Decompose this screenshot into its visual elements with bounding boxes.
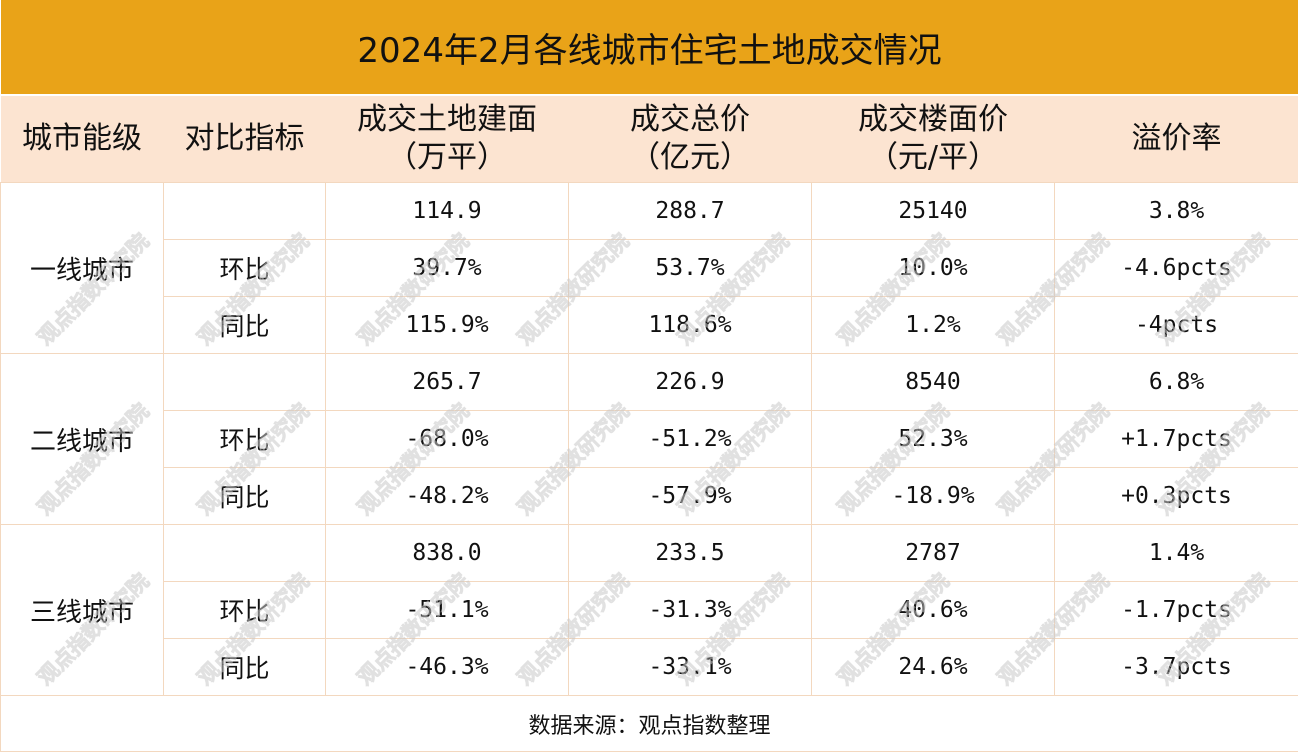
total-cell: 288.7: [568, 182, 812, 240]
table-row: 三线城市 838.0 233.5 2787 1.4%: [0, 524, 1298, 696]
source-row: 数据来源：观点指数整理: [0, 695, 1298, 752]
city-tier-cell: 三线城市: [0, 524, 164, 696]
header-total-line1: 成交总价: [630, 102, 750, 137]
source-note: 数据来源：观点指数整理: [0, 695, 1298, 752]
table-row: 同比 -46.3% -33.1% 24.6% -3.7pcts: [1, 638, 1298, 696]
table-row: 二线城市 265.7 226.9 8540 6.8%: [0, 353, 1298, 525]
city-tier-cell: 一线城市: [0, 182, 164, 354]
metric-cell: [163, 182, 326, 240]
metric-cell: 同比: [163, 467, 326, 525]
premium-cell: +0.3pcts: [1053, 467, 1298, 525]
header-area: 成交土地建面 （万平）: [325, 95, 569, 183]
area-cell: 114.9: [325, 182, 569, 240]
price-cell: 25140: [811, 182, 1055, 240]
header-total: 成交总价 （亿元）: [568, 95, 812, 183]
total-cell: 226.9: [568, 353, 812, 411]
header-metric: 对比指标: [163, 95, 326, 183]
price-cell: 24.6%: [811, 638, 1055, 696]
table-body: 一线城市 114.9 288.7 25140 3.8% 环比 39.7% 53.7% 10.0%…: [0, 182, 1298, 696]
premium-cell: +1.7pcts: [1053, 410, 1298, 468]
area-cell: 115.9%: [325, 296, 569, 354]
title-row: 2024年2月各线城市住宅土地成交情况: [0, 0, 1298, 96]
total-cell: -33.1%: [568, 638, 812, 696]
price-cell: 40.6%: [811, 581, 1055, 639]
city-tier-cell: 二线城市: [0, 353, 164, 525]
header-row: 城市能级 对比指标 成交土地建面 （万平） 成交总价 （亿元） 成交楼面价 （元/平）…: [0, 95, 1298, 183]
table-title: 2024年2月各线城市住宅土地成交情况: [0, 0, 1298, 96]
metric-cell: 同比: [163, 296, 326, 354]
table-row: 环比 -51.1% -31.3% 40.6% -1.7pcts: [1, 581, 1298, 639]
area-cell: -51.1%: [325, 581, 569, 639]
total-cell: 233.5: [568, 524, 812, 582]
premium-cell: -4pcts: [1053, 296, 1298, 354]
premium-cell: -3.7pcts: [1053, 638, 1298, 696]
header-premium: 溢价率: [1054, 95, 1298, 183]
premium-cell: 3.8%: [1053, 182, 1298, 240]
header-price-line2: （元/平）: [867, 140, 999, 175]
total-cell: 53.7%: [568, 239, 812, 297]
metric-cell: 环比: [163, 239, 326, 297]
price-cell: 10.0%: [811, 239, 1055, 297]
area-cell: 838.0: [325, 524, 569, 582]
total-cell: -31.3%: [568, 581, 812, 639]
table-row: 一线城市 114.9 288.7 25140 3.8%: [0, 182, 1298, 354]
table-row: 同比 -48.2% -57.9% -18.9% +0.3pcts: [1, 467, 1298, 525]
price-cell: 52.3%: [811, 410, 1055, 468]
header-total-line2: （亿元）: [630, 140, 750, 175]
total-cell: -57.9%: [568, 467, 812, 525]
area-cell: -46.3%: [325, 638, 569, 696]
area-cell: -48.2%: [325, 467, 569, 525]
premium-cell: 6.8%: [1053, 353, 1298, 411]
total-cell: 118.6%: [568, 296, 812, 354]
header-tier: 城市能级: [0, 95, 164, 183]
area-cell: 39.7%: [325, 239, 569, 297]
header-area-line2: （万平）: [387, 140, 507, 175]
price-cell: 1.2%: [811, 296, 1055, 354]
table-row: 同比 115.9% 118.6% 1.2% -4pcts: [1, 296, 1298, 354]
area-cell: -68.0%: [325, 410, 569, 468]
table-row: 环比 -68.0% -51.2% 52.3% +1.7pcts: [1, 410, 1298, 468]
metric-cell: [163, 353, 326, 411]
header-area-line1: 成交土地建面: [357, 102, 537, 137]
metric-cell: 环比: [163, 581, 326, 639]
price-cell: -18.9%: [811, 467, 1055, 525]
premium-cell: -1.7pcts: [1053, 581, 1298, 639]
metric-cell: 同比: [163, 638, 326, 696]
price-cell: 8540: [811, 353, 1055, 411]
header-price-line1: 成交楼面价: [858, 102, 1008, 137]
header-price: 成交楼面价 （元/平）: [811, 95, 1055, 183]
table-row: 环比 39.7% 53.7% 10.0% -4.6pcts: [1, 239, 1298, 297]
price-cell: 2787: [811, 524, 1055, 582]
metric-cell: 环比: [163, 410, 326, 468]
premium-cell: -4.6pcts: [1053, 239, 1298, 297]
premium-cell: 1.4%: [1053, 524, 1298, 582]
total-cell: -51.2%: [568, 410, 812, 468]
metric-cell: [163, 524, 326, 582]
area-cell: 265.7: [325, 353, 569, 411]
